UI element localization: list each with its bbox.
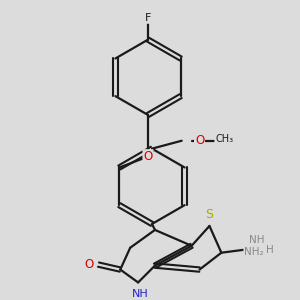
- Text: NH: NH: [132, 289, 148, 299]
- Text: O: O: [195, 134, 204, 147]
- Text: NH₂: NH₂: [244, 247, 264, 257]
- Text: CH₃: CH₃: [215, 134, 233, 144]
- Text: O: O: [143, 150, 153, 163]
- Text: NH: NH: [249, 235, 265, 245]
- Text: H: H: [266, 245, 274, 255]
- Text: O: O: [84, 258, 93, 271]
- Text: F: F: [145, 13, 151, 23]
- Text: S: S: [206, 208, 214, 220]
